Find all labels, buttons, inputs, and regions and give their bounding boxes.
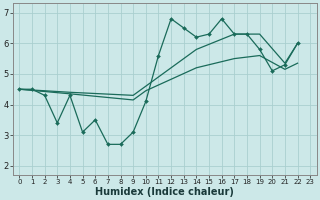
X-axis label: Humidex (Indice chaleur): Humidex (Indice chaleur) xyxy=(95,187,234,197)
